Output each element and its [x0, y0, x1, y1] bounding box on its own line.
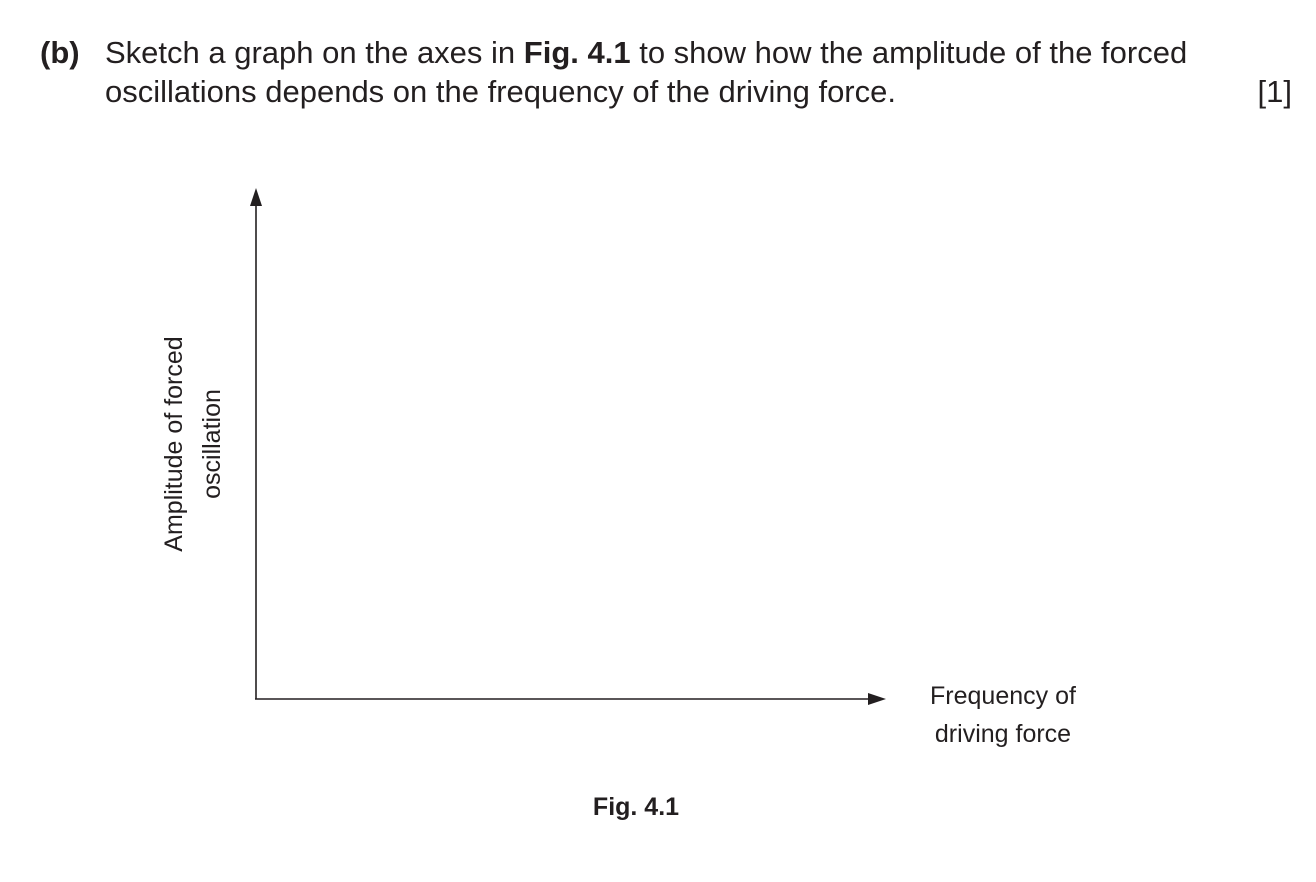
figure-reference: Fig. 4.1: [523, 35, 631, 70]
y-axis-label-line-1: Amplitude of forced: [160, 336, 188, 552]
y-axis-label: Amplitude of forced oscillation: [155, 294, 231, 594]
question-text-end: to show how the amplitude of the forced: [630, 35, 1188, 70]
figure-caption: Fig. 4.1: [592, 793, 680, 821]
x-axis-arrowhead: [868, 693, 886, 705]
y-axis-arrowhead: [250, 188, 262, 206]
x-axis-label-line-1: Frequency of: [930, 682, 1076, 710]
marks-allocation: [1]: [1257, 74, 1292, 109]
question-label: (b): [40, 35, 80, 70]
question-text-start: Sketch a graph on the axes in: [105, 35, 524, 70]
y-axis-label-line-2: oscillation: [198, 389, 226, 499]
question-text-line-1: Sketch a graph on the axes in Fig. 4.1 t…: [105, 33, 1187, 73]
question-text-line-2: oscillations depends on the frequency of…: [105, 74, 896, 109]
x-axis-label-line-2: driving force: [934, 720, 1072, 748]
x-axis-label: Frequency of driving force: [903, 677, 1103, 753]
